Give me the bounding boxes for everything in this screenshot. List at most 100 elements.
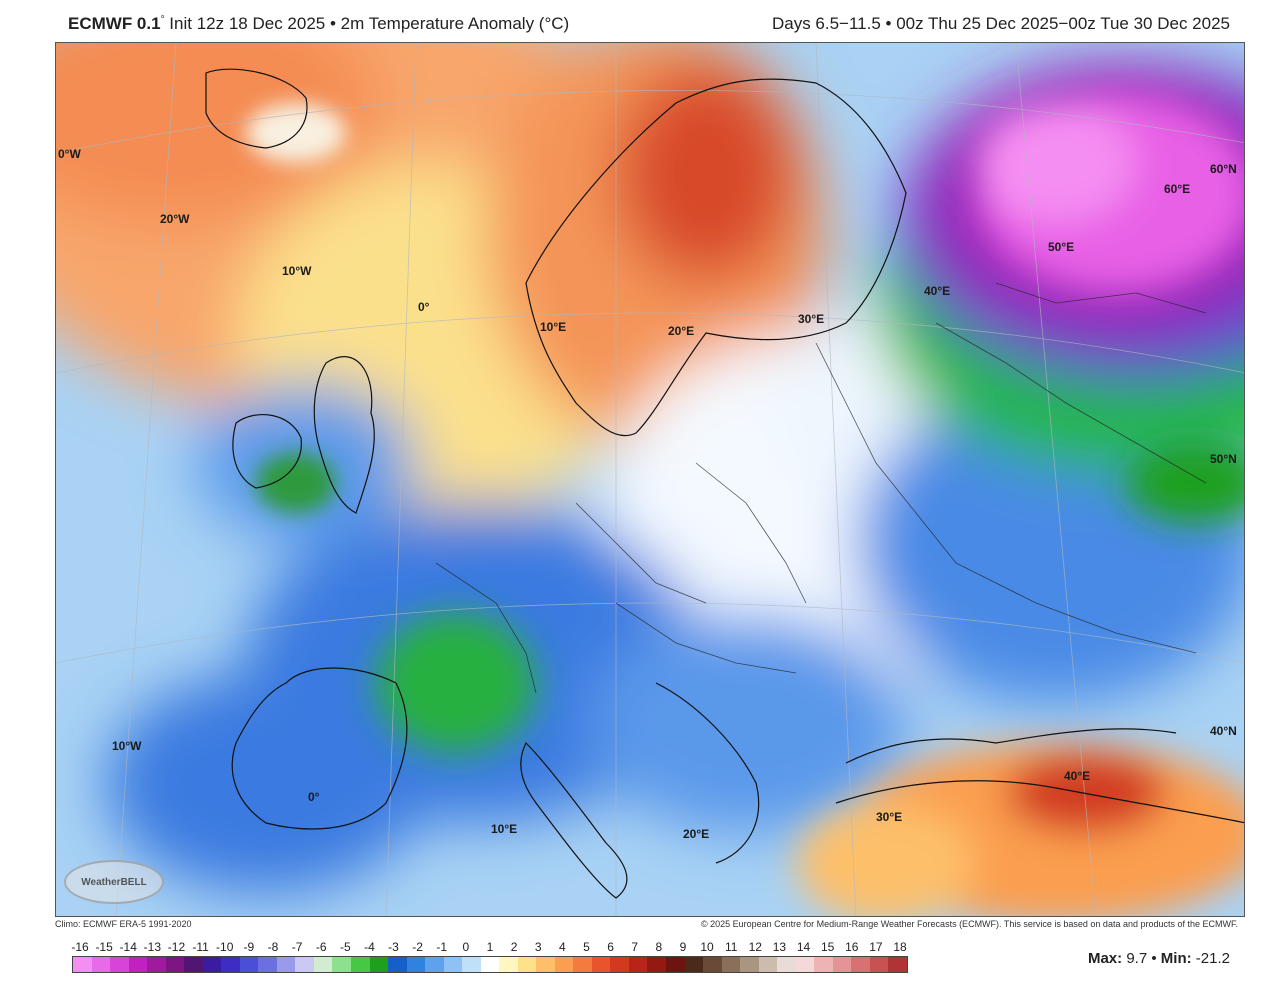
colorbar-tick-label: -6: [315, 940, 327, 954]
colorbar-tick-label: -4: [364, 940, 375, 954]
colorbar-swatch: [610, 957, 629, 972]
label-lon-10w-top: 10°W: [282, 264, 312, 278]
label-lat-50n: 50°N: [1210, 452, 1237, 466]
colorbar-tick-label: 14: [796, 940, 811, 954]
label-lon-10w-bot: 10°W: [112, 739, 142, 753]
ecmwf-copyright: © 2025 European Centre for Medium-Range …: [700, 919, 1238, 929]
label-lat-40n: 40°N: [1210, 724, 1237, 738]
colorbar-tick-label: 16: [845, 940, 859, 954]
colorbar-swatch: [350, 957, 370, 972]
colorbar-swatch: [480, 957, 500, 972]
label-lon-50e: 50°E: [1048, 240, 1074, 254]
colorbar-swatch: [721, 957, 741, 972]
colorbar-swatch: [869, 957, 889, 972]
colorbar-tick-label: -3: [388, 940, 399, 954]
field-name: 2m Temperature Anomaly (°C): [340, 14, 570, 33]
label-lon-20w: 20°W: [160, 212, 190, 226]
colorbar-tick-label: -7: [291, 940, 303, 954]
colorbar-swatch: [406, 957, 426, 972]
colorbar-swatch: [888, 957, 907, 972]
colorbar-tick-label: 4: [559, 940, 566, 954]
max-value: 9.7: [1126, 950, 1148, 967]
colorbar-swatch: [128, 957, 148, 972]
colorbar-tick-label: -12: [167, 940, 186, 954]
colorbar-tick-label: 7: [631, 940, 639, 954]
colorbar-tick-label: 10: [700, 940, 714, 954]
colorbar-swatch: [239, 957, 259, 972]
colorbar-swatch: [740, 957, 759, 972]
colorbar-swatch: [573, 957, 592, 972]
valid-period: Days 6.5−11.5 • 00z Thu 25 Dec 2025−00z …: [771, 14, 1230, 33]
colorbar-swatch: [443, 957, 463, 972]
colorbar-swatch: [647, 957, 666, 972]
anomaly-map: 0°W 20°W 10°W 0° 10°E 20°E 30°E 40°E 50°…: [55, 42, 1245, 917]
colorbar-tick-label: 5: [583, 940, 590, 954]
colorbar-swatch: [388, 957, 407, 972]
borders: [435, 282, 1207, 694]
colorbar-swatch: [814, 957, 833, 972]
colorbar-tick-label: 13: [772, 940, 787, 954]
colorbar-tick-label: 1: [486, 940, 494, 954]
label-lon-10e-bot: 10°E: [491, 822, 517, 836]
colorbar-tick-label: 15: [820, 940, 835, 954]
colorbar-swatch: [110, 957, 129, 972]
colorbar-swatch: [554, 957, 574, 972]
coastlines: [205, 68, 1244, 899]
model-degree: °: [160, 14, 165, 26]
label-lon-40e-bot: 40°E: [1064, 769, 1090, 783]
colorbar-swatch: [147, 957, 166, 972]
colorbar-swatch: [666, 957, 685, 972]
colorbar-tick-label: 18: [893, 940, 907, 954]
model-name: ECMWF 0.1: [68, 14, 161, 33]
colorbar-swatch: [165, 957, 185, 972]
colorbar-tick-label: 17: [869, 940, 883, 954]
map-canvas: 0°W 20°W 10°W 0° 10°E 20°E 30°E 40°E 50°…: [56, 43, 1244, 916]
colorbar-swatch: [276, 957, 296, 972]
climo-credit: Climo: ECMWF ERA-5 1991-2020: [55, 919, 192, 929]
colorbar-swatch: [591, 957, 611, 972]
max-min-separator: •: [1151, 950, 1157, 967]
chart-title: ECMWF 0.1° Init 12z 18 Dec 2025 • 2m Tem…: [68, 14, 569, 34]
colorbar: -16 -15 -14 -13 -12 -11 -10 -9 -8 -7 -6 -5 -4 -3 -2 -1 0…: [71, 940, 908, 973]
colorbar-swatch: [73, 957, 92, 972]
title-separator: •: [329, 14, 336, 33]
label-lon-10e-top: 10°E: [540, 320, 566, 334]
label-lon-20e-top: 20°E: [668, 324, 694, 338]
colorbar-tick-label: -15: [95, 940, 113, 954]
colorbar-tick-label: 3: [534, 940, 542, 954]
colorbar-swatch: [91, 957, 111, 972]
colorbar-tick-label: -2: [412, 940, 423, 954]
colorbar-swatch: [332, 957, 351, 972]
colorbar-swatch: [795, 957, 815, 972]
colorbar-tick-label: -16: [71, 940, 89, 954]
label-lon-0-top: 0°: [418, 300, 430, 314]
max-label: Max:: [1087, 950, 1123, 967]
colorbar-tick-label: 9: [679, 940, 687, 954]
colorbar-swatch: [184, 957, 203, 972]
colorbar-tick-label: 11: [724, 940, 738, 954]
colorbar-tick-label: -8: [267, 940, 279, 954]
colorbar-swatch: [369, 957, 389, 972]
colorbar-swatch: [777, 957, 796, 972]
colorbar-swatch: [851, 957, 870, 972]
colorbar-swatch: [258, 957, 277, 972]
colorbar-swatch: [313, 957, 333, 972]
label-lon-20e-bot: 20°E: [683, 827, 709, 841]
colorbar-swatch: [703, 957, 722, 972]
label-lon-0-bot: 0°: [308, 790, 320, 804]
colorbar-swatch: [536, 957, 555, 972]
colorbar-tick-label: 0: [462, 940, 470, 954]
min-value: -21.2: [1195, 950, 1230, 967]
colorbar-tick-label: -5: [339, 940, 351, 954]
colorbar-tick-label: 12: [748, 940, 762, 954]
max-min-readout: Max: 9.7 • Min: -21.2: [1088, 950, 1230, 967]
min-label: Min:: [1160, 950, 1192, 967]
colorbar-tick-label: -9: [243, 940, 255, 954]
colorbar-tick-label: -13: [143, 940, 162, 954]
weatherbell-logo: WeatherBELL: [64, 860, 164, 904]
colorbar-tick-label: 6: [607, 940, 614, 954]
colorbar-swatch: [425, 957, 444, 972]
label-lon-30e-bot: 30°E: [876, 810, 902, 824]
colorbar-swatch: [221, 957, 240, 972]
colorbar-swatch: [295, 957, 314, 972]
